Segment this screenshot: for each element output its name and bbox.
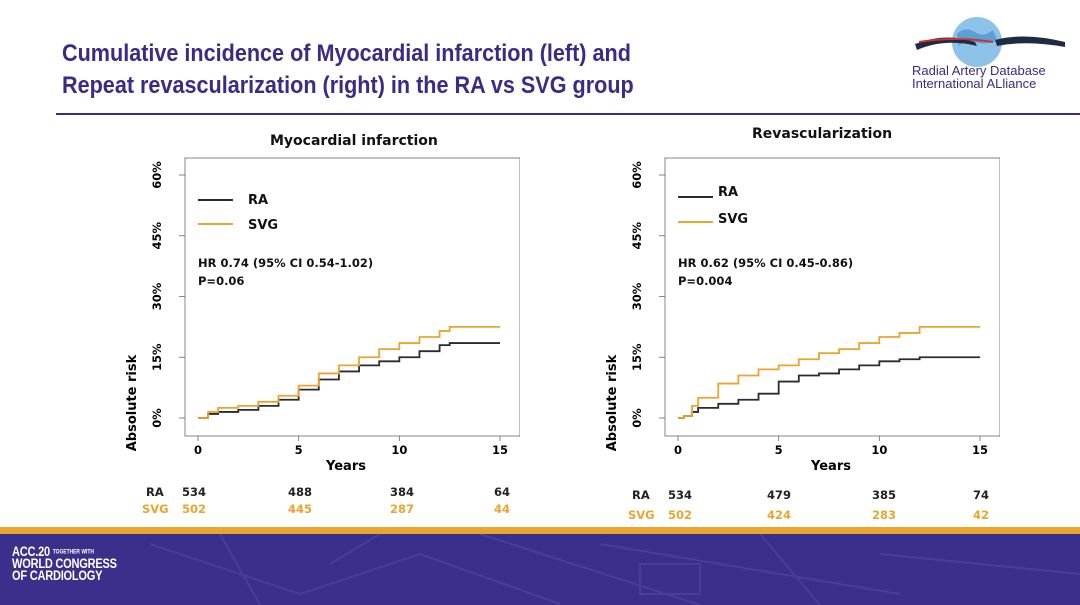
series-line-ra — [678, 356, 980, 419]
y-tick-label: 60% — [630, 161, 644, 189]
y-tick-label: 0% — [150, 408, 164, 428]
footer-accent-line — [0, 527, 1080, 534]
risk-svg-cell: 445 — [288, 502, 313, 516]
risk-ra-cell: 64 — [494, 485, 511, 499]
x-tick-label: 5 — [295, 443, 303, 457]
title-divider — [56, 113, 1080, 115]
risk-svg-cell: 42 — [973, 508, 990, 522]
logo-line1: Radial Artery Database — [912, 63, 1046, 78]
y-tick-label: 45% — [150, 222, 164, 250]
risk-svg-cell: 283 — [872, 508, 897, 522]
logo-text: Radial Artery Database International ALl… — [912, 64, 1046, 90]
radial-logo-icon — [915, 17, 1065, 67]
risk-svg-label: SVG — [142, 502, 169, 516]
chart-right: 0% 15% 30% 45% 60% 0 5 10 15 Absolute risk Year… — [605, 157, 1000, 474]
x-tick-label: 0 — [674, 443, 682, 457]
legend-svg-label: SVG — [718, 212, 748, 227]
y-tick-label: 15% — [150, 343, 164, 371]
logo-line2: International ALliance — [912, 76, 1037, 91]
slide-title-line1: Cumulative incidence of Myocardial infar… — [62, 40, 631, 67]
y-tick-label: 15% — [630, 343, 644, 371]
x-axis-label: Years — [325, 459, 366, 474]
risk-ra-cell: 385 — [872, 488, 897, 502]
slide-title: Cumulative incidence of Myocardial infar… — [62, 38, 782, 102]
risk-ra-cell: 488 — [288, 485, 313, 499]
risk-ra-cell: 534 — [182, 485, 207, 499]
risk-svg-cell: 502 — [182, 502, 207, 516]
p-annotation: P=0.06 — [198, 274, 244, 288]
chart-left: 0% 15% 30% 45% 60% 0 5 10 15 Absolute risk Year… — [125, 157, 520, 474]
x-tick-label: 0 — [194, 443, 202, 457]
legend-ra-label: RA — [718, 185, 738, 200]
x-axis-label: Years — [810, 459, 851, 474]
risk-ra-cell: 74 — [973, 488, 990, 502]
legend: RA SVG — [198, 193, 278, 233]
acc-logo-small: TOGETHER WITH — [52, 549, 94, 556]
legend: RA SVG — [678, 185, 748, 227]
x-tick-label: 15 — [492, 443, 508, 457]
series-line-svg — [678, 325, 980, 419]
y-tick-label: 45% — [630, 222, 644, 250]
y-axis-label: Absolute risk — [605, 354, 620, 451]
acc-logo-line1: ACC.20 — [12, 544, 50, 559]
x-tick-label: 5 — [775, 443, 783, 457]
acc-logo-line2: WORLD CONGRESS — [12, 556, 117, 572]
y-axis: 0% 15% 30% 45% 60% — [150, 161, 185, 428]
y-tick-label: 30% — [630, 282, 644, 310]
risk-svg-cell: 44 — [494, 502, 511, 516]
hr-annotation: HR 0.62 (95% CI 0.45-0.86) — [678, 256, 853, 270]
risk-svg-cell: 424 — [767, 508, 792, 522]
plot-frame — [184, 157, 520, 437]
y-tick-label: 30% — [150, 282, 164, 310]
chart-left-title: Myocardial infarction — [270, 133, 438, 149]
slide-title-line2: Repeat revascularization (right) in the … — [62, 72, 634, 99]
chart-right-title: Revascularization — [752, 126, 893, 142]
footer-banner — [0, 534, 1080, 605]
risk-ra-label: RA — [632, 488, 650, 502]
risk-svg-cell: 287 — [390, 502, 415, 516]
x-tick-label: 10 — [391, 443, 407, 457]
acc-logo-line3: OF CARDIOLOGY — [12, 568, 103, 584]
hr-annotation: HR 0.74 (95% CI 0.54-1.02) — [198, 256, 373, 270]
y-axis-label: Absolute risk — [125, 354, 140, 451]
x-tick-label: 10 — [871, 443, 887, 457]
plot-frame — [664, 157, 1000, 437]
x-tick-label: 15 — [972, 443, 988, 457]
acc-logo: ACC.20 TOGETHER WITH WORLD CONGRESS OF C… — [12, 544, 117, 584]
risk-ra-cell: 534 — [668, 488, 693, 502]
p-annotation: P=0.004 — [678, 274, 732, 288]
risk-ra-cell: 479 — [767, 488, 792, 502]
footer-pattern — [149, 534, 1080, 605]
y-axis: 0% 15% 30% 45% 60% — [630, 161, 665, 428]
legend-ra-label: RA — [248, 193, 268, 208]
risk-ra-cell: 384 — [390, 485, 415, 499]
series-line-svg — [198, 325, 500, 419]
risk-svg-label: SVG — [628, 508, 655, 522]
risk-ra-label: RA — [146, 485, 164, 499]
y-tick-label: 0% — [630, 408, 644, 428]
series-line-ra — [198, 342, 500, 419]
y-tick-label: 60% — [150, 161, 164, 189]
x-axis: 0 5 10 15 — [194, 436, 508, 457]
risk-svg-cell: 502 — [668, 508, 693, 522]
x-axis: 0 5 10 15 — [674, 436, 988, 457]
legend-svg-label: SVG — [248, 218, 278, 233]
